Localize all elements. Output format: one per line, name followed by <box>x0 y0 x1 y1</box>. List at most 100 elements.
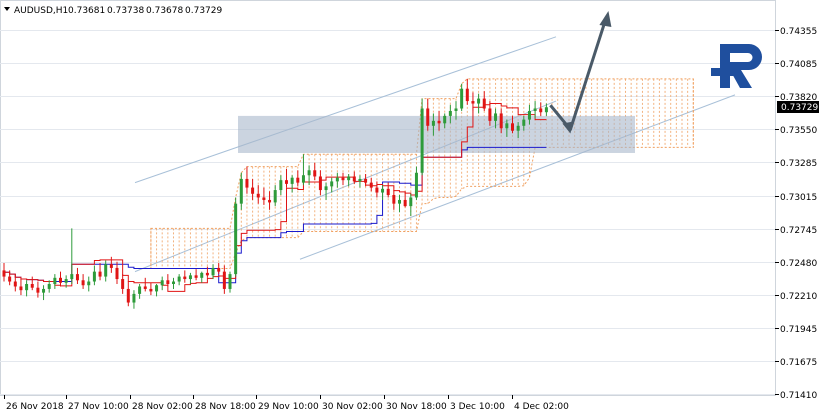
candle-body <box>296 177 300 183</box>
tenkan-line <box>4 103 547 292</box>
candle-body <box>188 275 192 280</box>
candle-body <box>70 274 74 280</box>
y-tick-label: 0.74085 <box>780 60 817 70</box>
candlestick-series <box>2 78 548 309</box>
candle-body <box>364 178 368 183</box>
candle-body <box>335 177 339 182</box>
y-tick-label: 0.72480 <box>780 259 817 269</box>
candle-body <box>160 280 164 286</box>
y-tick-label: 0.71945 <box>780 325 817 335</box>
brand-logo-icon <box>711 44 762 88</box>
candle-body <box>313 170 317 177</box>
candle-body <box>511 123 514 131</box>
candle-body <box>222 271 226 289</box>
candle-body <box>494 113 498 121</box>
candle-body <box>522 119 526 126</box>
support-zone-rect <box>238 115 635 153</box>
x-tick-label: 27 Nov 10:00 <box>68 402 129 412</box>
x-tick-label: 29 Nov 10:00 <box>258 402 319 412</box>
candle-body <box>392 195 396 204</box>
candle-body <box>465 88 469 102</box>
symbol-dropdown-icon[interactable] <box>4 7 10 11</box>
candle-body <box>318 176 322 191</box>
candle-body <box>138 286 142 294</box>
candle-body <box>341 177 345 181</box>
candle-body <box>516 125 520 131</box>
candle-body <box>443 115 447 124</box>
candle-body <box>431 120 435 126</box>
candle-body <box>234 203 238 275</box>
symbol-label: AUDUSD,H1 <box>14 6 68 16</box>
candle-body <box>375 187 379 193</box>
candle-body <box>488 108 492 121</box>
candle-body <box>426 108 430 126</box>
candle-body <box>2 270 6 277</box>
candle-body <box>126 288 130 303</box>
candle-body <box>471 101 475 104</box>
candle-body <box>482 98 486 109</box>
candle-body <box>205 272 209 276</box>
candle-body <box>172 281 175 284</box>
candle-body <box>414 172 418 198</box>
y-tick-label: 0.74355 <box>780 27 817 37</box>
candle-body <box>245 178 249 188</box>
y-tick-label: 0.71410 <box>780 391 817 401</box>
candle-body <box>505 123 509 129</box>
candle-body <box>194 275 198 278</box>
grid-lines <box>0 30 775 395</box>
y-tick-label: 0.73285 <box>780 159 817 169</box>
ichimoku-lines <box>4 103 547 292</box>
candle-body <box>42 288 46 293</box>
candle-body <box>177 276 181 282</box>
candle-body <box>330 181 334 187</box>
y-tick-label: 0.71675 <box>780 358 817 368</box>
candle-body <box>251 187 255 194</box>
candle-body <box>19 286 23 291</box>
candle-body <box>420 108 424 173</box>
candle-body <box>460 88 464 109</box>
x-tick-label: 30 Nov 18:00 <box>386 402 447 412</box>
candle-body <box>539 108 543 113</box>
candle-body <box>386 188 390 196</box>
candle-body <box>25 283 29 291</box>
candle-body <box>347 176 351 181</box>
candle-body <box>115 267 119 280</box>
forecast-arrowhead-down <box>562 121 574 134</box>
candle-body <box>409 197 413 207</box>
candle-body <box>81 280 85 286</box>
x-tick-label: 28 Nov 18:00 <box>195 402 256 412</box>
candle-body <box>279 180 283 191</box>
ohlc-close: 0.73729 <box>185 6 222 16</box>
forecast-arrowhead-up <box>599 11 612 28</box>
candle-body <box>533 108 537 111</box>
candle-body <box>166 280 170 284</box>
candle-body <box>98 271 102 277</box>
support-zone <box>238 115 635 153</box>
candle-body <box>217 267 221 272</box>
candle-body <box>499 113 503 129</box>
candle-body <box>149 288 153 292</box>
candle-body <box>256 193 260 198</box>
ohlc-open: 0.73681 <box>68 6 105 16</box>
x-tick-label: 26 Nov 2018 <box>6 402 64 412</box>
candle-body <box>381 188 385 193</box>
candle-body <box>109 264 113 268</box>
candle-body <box>47 283 51 289</box>
candle-body <box>403 199 407 207</box>
x-tick-label: 28 Nov 02:00 <box>132 402 193 412</box>
candle-body <box>64 279 68 283</box>
y-tick-label: 0.73550 <box>780 126 817 136</box>
candle-body <box>92 271 96 282</box>
candle-body <box>477 98 481 104</box>
forecast-arrows <box>549 11 612 134</box>
channel-line <box>134 36 557 184</box>
candle-body <box>273 190 277 203</box>
candle-body <box>87 281 91 286</box>
y-tick-label: 0.73820 <box>780 93 817 103</box>
candle-body <box>183 276 187 280</box>
candle-body <box>448 110 452 116</box>
candle-body <box>268 199 272 203</box>
candle-body <box>211 267 215 276</box>
candle-body <box>143 286 147 289</box>
